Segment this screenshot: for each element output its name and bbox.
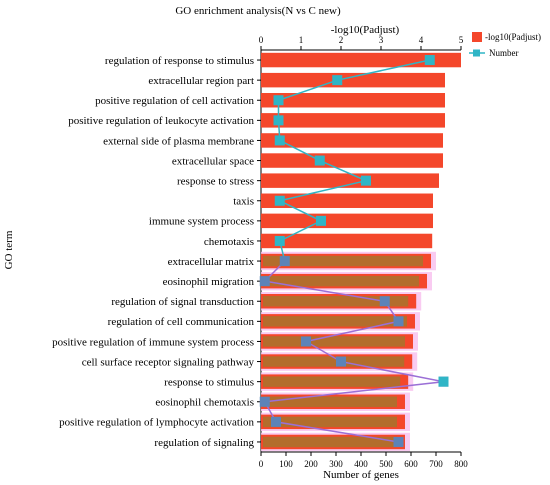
bar-padjust bbox=[261, 133, 443, 148]
marker-number bbox=[314, 155, 325, 166]
marker-number bbox=[332, 75, 343, 86]
bar-overlay bbox=[263, 416, 397, 428]
bar-padjust bbox=[261, 173, 439, 188]
bar-overlay bbox=[263, 255, 423, 267]
bottom-axis-title: Number of genes bbox=[323, 469, 399, 481]
category-label: positive regulation of cell activation bbox=[95, 95, 254, 107]
marker-number bbox=[393, 436, 404, 447]
category-label: extracellular matrix bbox=[168, 256, 255, 268]
category-label: taxis bbox=[233, 196, 254, 208]
legend-label-number: Number bbox=[489, 48, 519, 58]
marker-number bbox=[279, 256, 290, 267]
category-label: extracellular region part bbox=[148, 75, 254, 87]
legend-label-padjust: -log10(Padjust) bbox=[485, 32, 541, 42]
y-axis-title: GO term bbox=[3, 230, 15, 269]
legend-marker-number bbox=[473, 49, 480, 57]
marker-number bbox=[259, 276, 270, 287]
top-axis-title: -log10(Padjust) bbox=[331, 24, 400, 36]
bar-overlay bbox=[263, 336, 405, 347]
category-label: external side of plasma membrane bbox=[103, 135, 254, 147]
legend: -log10(Padjust) Number bbox=[469, 32, 541, 58]
bottom-tick-label: 400 bbox=[354, 459, 368, 469]
bar-padjust bbox=[261, 113, 445, 128]
bar-padjust bbox=[261, 193, 433, 208]
category-label: positive regulation of immune system pro… bbox=[52, 336, 254, 348]
bottom-tick-label: 800 bbox=[454, 459, 468, 469]
bottom-tick-label: 200 bbox=[304, 459, 318, 469]
bottom-tick-label: 0 bbox=[259, 459, 264, 469]
category-label: chemotaxis bbox=[204, 236, 254, 248]
category-label: regulation of signaling bbox=[154, 437, 254, 449]
marker-number bbox=[259, 396, 270, 407]
bar-padjust bbox=[261, 93, 445, 108]
marker-number bbox=[424, 55, 435, 66]
top-tick-label: 4 bbox=[419, 35, 424, 45]
bottom-tick-label: 300 bbox=[329, 459, 343, 469]
marker-number-highlight bbox=[438, 376, 449, 387]
top-tick-label: 3 bbox=[379, 35, 384, 45]
bar-overlay bbox=[263, 275, 419, 287]
bar-overlay bbox=[263, 356, 405, 367]
category-label: regulation of response to stimulus bbox=[105, 55, 254, 67]
bar-overlay bbox=[263, 396, 397, 407]
bar-padjust bbox=[261, 153, 443, 168]
marker-number bbox=[361, 175, 371, 186]
top-tick-label: 1 bbox=[299, 35, 304, 45]
category-label: cell surface receptor signaling pathway bbox=[82, 356, 255, 368]
marker-number bbox=[274, 195, 285, 206]
category-label: regulation of cell communication bbox=[108, 316, 255, 328]
marker-number bbox=[274, 235, 285, 246]
category-label: eosinophil migration bbox=[163, 276, 255, 288]
category-label: response to stress bbox=[177, 175, 254, 187]
marker-number bbox=[393, 316, 404, 327]
marker-number bbox=[274, 135, 285, 146]
bar-overlay bbox=[263, 316, 407, 327]
top-tick-label: 2 bbox=[339, 35, 344, 45]
category-label: positive regulation of leukocyte activat… bbox=[68, 115, 254, 127]
category-label: regulation of signal transduction bbox=[111, 296, 254, 308]
bottom-tick-label: 500 bbox=[379, 459, 393, 469]
bottom-tick-label: 700 bbox=[429, 459, 443, 469]
marker-number bbox=[271, 416, 281, 427]
bar-padjust bbox=[261, 213, 433, 229]
bottom-tick-label: 100 bbox=[279, 459, 293, 469]
bar-padjust bbox=[261, 233, 433, 249]
line-number-lower bbox=[263, 260, 444, 443]
bar-overlay bbox=[263, 436, 397, 448]
top-tick-label: 0 bbox=[259, 35, 264, 45]
bar-padjust bbox=[261, 72, 445, 88]
marker-number bbox=[273, 95, 284, 106]
category-label: extracellular space bbox=[172, 155, 254, 167]
top-tick-label: 5 bbox=[459, 35, 464, 45]
chart-title: GO enrichment analysis(N vs C new) bbox=[175, 5, 341, 17]
category-label: positive regulation of lymphocyte activa… bbox=[59, 417, 254, 429]
bar-overlay bbox=[263, 296, 409, 307]
category-label: immune system process bbox=[149, 216, 254, 228]
category-label: response to stimulus bbox=[164, 376, 254, 388]
bar-overlay bbox=[263, 376, 401, 387]
category-label: eosinophil chemotaxis bbox=[155, 397, 254, 409]
legend-swatch-padjust bbox=[472, 32, 482, 42]
marker-number bbox=[316, 215, 326, 226]
marker-number bbox=[336, 356, 346, 367]
marker-number bbox=[273, 115, 284, 126]
marker-number bbox=[379, 296, 390, 307]
bottom-tick-label: 600 bbox=[404, 459, 418, 469]
marker-number bbox=[301, 336, 311, 347]
